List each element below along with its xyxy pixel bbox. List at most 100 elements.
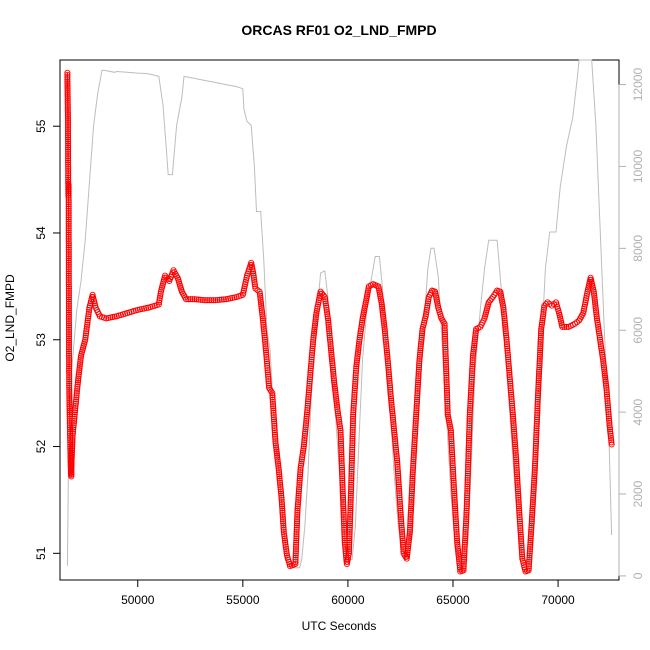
data-point [580, 310, 587, 317]
data-point [85, 311, 92, 318]
data-point [334, 406, 341, 413]
data-point [527, 539, 534, 546]
data-point [503, 338, 510, 346]
data-point [528, 520, 535, 527]
data-point [442, 346, 449, 353]
data-point [468, 380, 475, 388]
data-point [452, 518, 459, 525]
data-point [65, 153, 72, 160]
data-point [65, 165, 72, 172]
data-point [306, 380, 313, 387]
data-point [339, 475, 346, 482]
data-point [506, 374, 513, 381]
data-point [534, 396, 541, 403]
data-point [411, 437, 418, 444]
data-point [460, 558, 467, 565]
data-point [338, 455, 345, 462]
data-point [73, 390, 80, 397]
data-point [340, 511, 347, 518]
data-point [394, 459, 401, 466]
data-point [346, 522, 353, 529]
data-point [256, 288, 263, 295]
data-point [339, 479, 346, 486]
data-point [462, 522, 469, 529]
data-point [389, 408, 396, 415]
data-point [535, 385, 542, 392]
data-point [278, 499, 285, 506]
data-point [85, 308, 92, 316]
data-point [465, 448, 472, 455]
data-point [502, 328, 509, 335]
data-point [398, 528, 406, 536]
data-point [542, 300, 550, 308]
data-point [340, 516, 347, 523]
data-point [358, 321, 365, 328]
data-point [346, 526, 353, 533]
data-point [83, 328, 90, 335]
data-point [69, 438, 76, 446]
data-point [295, 499, 302, 506]
data-point [64, 76, 71, 83]
data-point [452, 511, 459, 518]
data-point [393, 453, 400, 460]
data-point [338, 457, 345, 465]
data-point [464, 492, 471, 499]
data-point [303, 419, 310, 427]
data-point [535, 379, 542, 386]
data-point [530, 490, 537, 497]
data-point [295, 494, 302, 501]
data-point [292, 558, 299, 565]
data-point [443, 379, 450, 386]
data-point [282, 541, 289, 548]
data-point [386, 373, 393, 380]
data-point [472, 332, 479, 339]
data-point [463, 518, 470, 525]
data-point [415, 373, 422, 380]
data-point [472, 330, 479, 337]
data-point [408, 492, 415, 499]
data-point [297, 466, 304, 474]
data-point [517, 527, 524, 534]
data-point [467, 404, 474, 412]
data-point [465, 439, 472, 446]
data-point [264, 367, 271, 374]
data-point [278, 496, 285, 503]
data-point [604, 397, 611, 405]
data-point [65, 298, 72, 305]
data-point [357, 332, 364, 339]
data-point [330, 377, 338, 384]
data-point [340, 518, 347, 525]
data-point [412, 422, 419, 429]
data-point [455, 547, 462, 554]
data-point [340, 503, 347, 510]
data-point [272, 442, 279, 449]
data-point [64, 123, 72, 131]
data-point [65, 315, 72, 323]
data-point [509, 411, 516, 418]
data-point [263, 358, 270, 365]
data-point [465, 435, 473, 442]
data-point [71, 411, 78, 418]
data-point [304, 400, 311, 407]
data-point [302, 426, 309, 433]
data-point [347, 513, 354, 521]
data-point [513, 471, 521, 478]
data-point [68, 453, 75, 460]
data-point [513, 466, 520, 474]
data-point [218, 296, 225, 303]
data-point [449, 466, 457, 473]
data-point [292, 556, 299, 563]
data-point [68, 451, 75, 458]
data-point [409, 475, 416, 482]
data-point [592, 303, 599, 310]
data-point [442, 350, 449, 358]
data-point [271, 418, 278, 425]
data-point [329, 360, 336, 367]
data-point [399, 539, 406, 546]
data-point [397, 507, 404, 514]
data-point [340, 507, 347, 514]
data-point [65, 209, 72, 217]
data-point [65, 324, 73, 331]
data-point [264, 369, 271, 376]
data-point [66, 390, 73, 398]
